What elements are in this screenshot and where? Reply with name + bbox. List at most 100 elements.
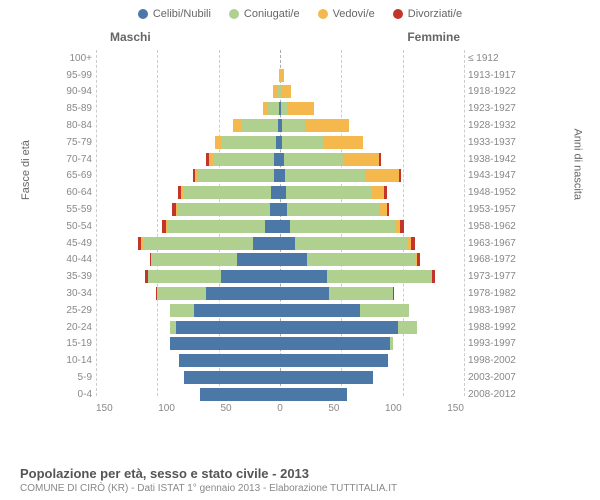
bar-segment [290,220,395,233]
female-bar [280,304,464,317]
bar-segment [379,203,386,216]
age-row: 55-59 1953-1957 [60,201,520,218]
male-bar [96,337,280,350]
bar-segment [324,136,363,149]
age-label: 65-69 [60,170,96,181]
age-label: 50-54 [60,221,96,232]
age-row: 65-69 1943-1947 [60,168,520,185]
birth-label: 1928-1932 [464,120,520,131]
bar-segment [157,287,206,300]
bar-segment [417,253,419,266]
age-label: 75-79 [60,137,96,148]
bar-segment [271,186,280,199]
female-bar [280,388,464,401]
age-row: 90-94 1918-1922 [60,84,520,101]
birth-label: 1998-2002 [464,355,520,366]
age-label: 60-64 [60,187,96,198]
age-label: 45-49 [60,238,96,249]
female-bar [280,270,464,283]
bar-segment [287,203,379,216]
bar-segment [400,220,404,233]
bar-segment [179,354,280,367]
y2-axis-label: Anni di nascita [572,128,584,200]
bar-segment [253,237,280,250]
age-row: 50-54 1958-1962 [60,218,520,235]
bar-segment [177,203,270,216]
bar-segment [206,287,280,300]
female-bar [280,119,464,132]
age-row: 20-24 1988-1992 [60,319,520,336]
x-tick: 50 [221,403,232,414]
male-label: Maschi [110,30,151,44]
birth-label: 1948-1952 [464,187,520,198]
x-tick: 100 [158,403,175,414]
bar-segment [390,337,392,350]
legend: Celibi/NubiliConiugati/eVedovi/eDivorzia… [0,0,600,24]
bar-segment [176,321,280,334]
bar-segment [287,102,314,115]
chart-title: Popolazione per età, sesso e stato civil… [20,466,397,481]
bar-segment [284,153,343,166]
bar-segment [280,337,390,350]
bar-segment [280,304,360,317]
male-bar [96,85,280,98]
bar-segment [387,203,389,216]
legend-swatch [229,9,239,19]
bar-segment [398,321,418,334]
age-label: 85-89 [60,103,96,114]
male-bar [96,287,280,300]
female-bar [280,102,464,115]
legend-label: Celibi/Nubili [153,8,211,20]
legend-label: Vedovi/e [333,8,375,20]
bar-segment [265,220,280,233]
female-bar [280,85,464,98]
male-bar [96,388,280,401]
x-tick: 150 [447,403,464,414]
bar-segment [286,186,372,199]
bar-segment [379,153,380,166]
age-label: 15-19 [60,338,96,349]
bar-segment [200,388,280,401]
male-bar [96,270,280,283]
age-row: 60-64 1948-1952 [60,184,520,201]
birth-label: 2008-2012 [464,389,520,400]
bar-segment [221,270,280,283]
age-row: 30-34 1978-1982 [60,285,520,302]
age-row: 40-44 1968-1972 [60,252,520,269]
bar-segment [432,270,434,283]
birth-label: 1968-1972 [464,254,520,265]
male-bar [96,136,280,149]
age-row: 95-99 1913-1917 [60,67,520,84]
age-label: 55-59 [60,204,96,215]
female-bar [280,203,464,216]
legend-item: Divorziati/e [393,8,462,20]
male-bar [96,237,280,250]
male-bar [96,203,280,216]
bar-segment [148,270,222,283]
age-row: 100+ ≤ 1912 [60,50,520,67]
bar-segment [280,203,287,216]
bar-segment [233,119,240,132]
bar-segment [143,237,253,250]
x-tick: 0 [277,403,283,414]
female-bar [280,220,464,233]
legend-swatch [138,9,148,19]
female-bar [280,371,464,384]
age-row: 80-84 1928-1932 [60,117,520,134]
birth-label: 1933-1937 [464,137,520,148]
age-label: 70-74 [60,154,96,165]
bar-segment [280,354,388,367]
age-label: 80-84 [60,120,96,131]
age-label: 10-14 [60,355,96,366]
bar-segment [281,85,291,98]
bar-segment [282,119,304,132]
birth-label: 1923-1927 [464,103,520,114]
x-tick: 50 [328,403,339,414]
bar-segment [183,186,271,199]
female-bar [280,237,464,250]
birth-label: ≤ 1912 [464,53,520,64]
male-bar [96,354,280,367]
birth-label: 1988-1992 [464,322,520,333]
bar-segment [170,304,195,317]
birth-label: 1963-1967 [464,238,520,249]
